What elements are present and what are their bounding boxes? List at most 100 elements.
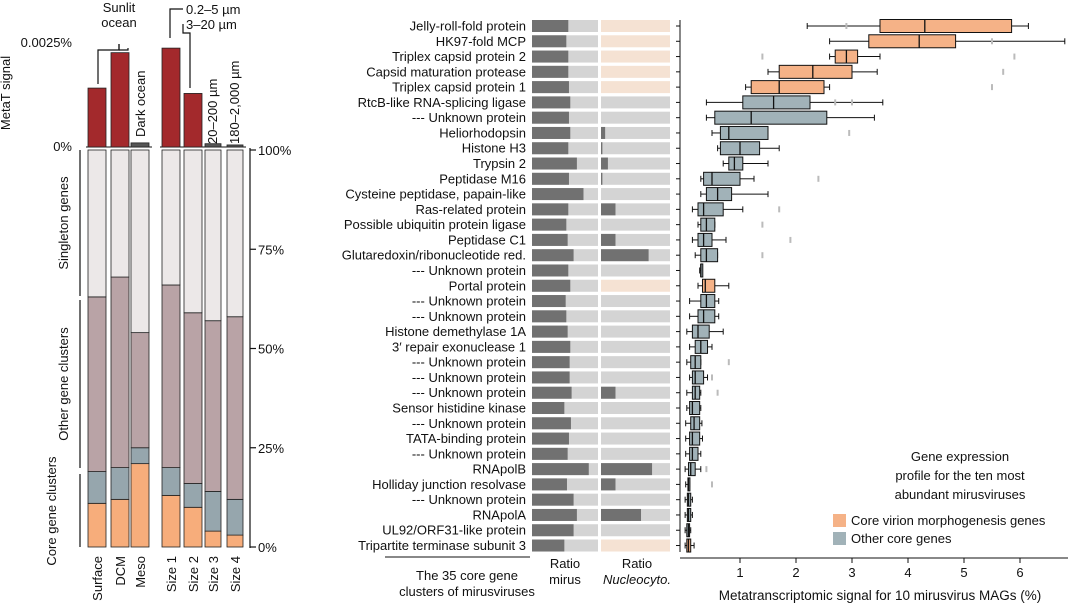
legend-swatch-morphogenesis (833, 514, 846, 527)
box-13 (700, 217, 716, 232)
ratio-mirus-bar-16 (532, 264, 569, 277)
bracket-core-label-line1: Core gene clusters (44, 456, 59, 566)
size-bracket (169, 8, 191, 88)
metaT-bar-0 (87, 87, 107, 148)
box-19 (697, 309, 716, 324)
stack-segment-6-3 (226, 149, 244, 318)
ratio-mirus-bar-7 (532, 126, 571, 139)
outlier-22-0 (727, 359, 730, 366)
stack-segment-3-2 (161, 284, 181, 469)
sample-label-5: Size 3 (206, 556, 221, 592)
ratio-nucleo-bg-21 (601, 340, 670, 353)
ratio-mirus-bar-27 (532, 432, 569, 445)
gene-label-29: RNApolB (473, 462, 526, 477)
stack-segment-6-1 (226, 498, 244, 536)
box-11 (705, 187, 733, 202)
outlier-0-0 (845, 23, 848, 29)
metaT-bar-6 (226, 144, 244, 148)
outlier-24-0 (716, 389, 719, 396)
stack-segment-0-1 (87, 471, 107, 504)
box-5 (742, 95, 811, 110)
ratio-nucleo-label-2: Nucleocyto. (603, 572, 671, 587)
ratio-mirus-bar-1 (532, 35, 567, 48)
ratio-mirus-bar-19 (532, 310, 567, 323)
ratio-nucleo-bar-29 (601, 463, 653, 476)
ratio-mirus-bar-26 (532, 417, 571, 430)
ratio-nucleo-bg-2 (601, 50, 670, 63)
box-x-ticks: 1 2 3 4 5 6 (736, 558, 1024, 580)
legend-title-2: profile for the ten most (895, 468, 1025, 483)
box-10 (703, 171, 741, 186)
size3-label: 20–200 µm (205, 79, 220, 144)
x-tick-label-2: 3 (848, 565, 855, 580)
ratio-nucleo-bg-25 (601, 402, 670, 414)
stack-segment-4-0 (183, 506, 203, 548)
pct-ticks: 100% 75% 50% 25% 0% (250, 143, 292, 555)
gene-label-30: Holliday junction resolvase (372, 477, 526, 492)
stack-segment-3-3 (161, 149, 181, 286)
stack-segment-5-2 (204, 320, 222, 492)
ratio-nucleo-bg-3 (601, 65, 670, 78)
legend-label-other: Other core genes (851, 531, 952, 546)
metaT-bar-1 (110, 52, 130, 148)
outlier-10-0 (817, 175, 820, 182)
ratio-mirus-bar-20 (532, 325, 568, 338)
ratio-nucleo-bar-24 (601, 386, 616, 399)
ratio-mirus-bar-18 (532, 295, 566, 308)
outlier-13-0 (761, 221, 764, 228)
sample-label-6: Size 4 (228, 556, 243, 592)
ratio-nucleo-bg-23 (601, 371, 670, 384)
box-x-label: Metatranscriptomic signal for 10 mirusvi… (719, 588, 1042, 603)
metaT-bar-3 (161, 47, 181, 148)
stack-segment-2-0 (130, 463, 150, 548)
ratio-nucleo-bar-8 (601, 142, 603, 155)
ratio-nucleo-bg-10 (601, 172, 670, 185)
ratio-mirus-bar-24 (532, 386, 572, 399)
stack-segment-4-2 (183, 312, 203, 484)
size1-label: 0.2–5 µm (186, 2, 240, 17)
gene-label-3: Capsid maturation protease (366, 64, 526, 79)
ratio-nucleo-bg-7 (601, 126, 670, 139)
boxplots (676, 19, 1066, 553)
size2-label: 3–20 µm (186, 17, 237, 32)
outlier-5-0 (834, 99, 837, 106)
ratio-mirus-bar-34 (532, 539, 565, 552)
ratio-nucleo-bg-16 (601, 264, 670, 277)
ratio-mirus-bar-0 (532, 20, 569, 32)
ratio-mirus-label-1: Ratio (550, 556, 580, 571)
box-3 (778, 64, 853, 79)
ratio-nucleo-bar-9 (601, 157, 608, 170)
stack-segment-0-2 (87, 296, 107, 472)
stack-segment-6-2 (226, 316, 244, 500)
pct-tick-label-2: 50% (258, 342, 284, 357)
stack-segment-2-3 (130, 149, 150, 334)
box-25 (689, 401, 701, 415)
x-tick-label-5: 6 (1016, 565, 1023, 580)
sample-label-3: Size 1 (164, 556, 179, 592)
stack-segment-1-1 (110, 467, 130, 500)
gene-label-19: --- Unknown protein (412, 309, 526, 324)
metaT-bar-4 (183, 93, 203, 148)
ratio-mirus-bar-31 (532, 493, 574, 506)
outlier-2-1 (1013, 53, 1016, 60)
outlier-12-0 (778, 206, 781, 213)
ratio-nucleo-bg-22 (601, 356, 670, 369)
gene-label-4: Triplex capsid protein 1 (392, 80, 526, 95)
gene-label-10: Peptidase M16 (439, 171, 526, 186)
stack-segment-6-0 (226, 534, 244, 548)
gene-label-1: HK97-fold MCP (436, 34, 526, 49)
ratio-mirus-bar-13 (532, 218, 567, 231)
gene-label-28: --- Unknown protein (412, 446, 526, 461)
ratio-nucleo-bg-20 (601, 325, 670, 338)
gene-label-17: Portal protein (449, 278, 526, 293)
gene-label-25: Sensor histidine kinase (392, 401, 526, 416)
box-23 (691, 370, 705, 385)
box-12 (697, 202, 724, 217)
ratio-mirus-bar-3 (532, 65, 569, 78)
ratio-nucleo-bar-14 (601, 233, 616, 246)
ratio-mirus-bar-8 (532, 142, 569, 155)
ratio-nucleo-bar-30 (601, 478, 616, 491)
stack-segment-5-0 (204, 530, 222, 548)
stack-segment-2-2 (130, 332, 150, 449)
